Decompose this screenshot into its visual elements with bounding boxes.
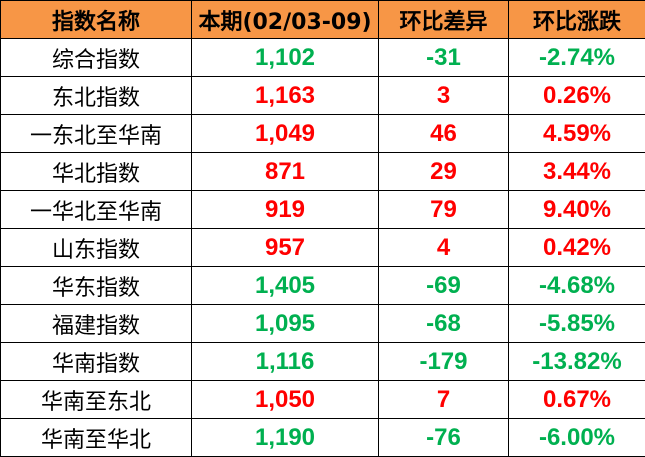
- row-name: 一东北至华南: [0, 114, 192, 153]
- row-current: 919: [191, 190, 379, 229]
- row-diff: 4: [378, 228, 509, 267]
- row-name: 福建指数: [0, 304, 192, 343]
- row-name: 华南至东北: [0, 380, 192, 419]
- row-diff: 7: [378, 380, 509, 419]
- table-row: 华东指数 1,405 -69 -4.68%: [0, 266, 645, 305]
- table-row: 一华北至华南 919 79 9.40%: [0, 190, 645, 229]
- row-diff: -179: [378, 342, 509, 381]
- table-row: 华南至华北 1,190 -76 -6.00%: [0, 418, 645, 457]
- row-name: 华东指数: [0, 266, 192, 305]
- header-pct: 环比涨跌: [508, 0, 645, 39]
- table-row: 福建指数 1,095 -68 -5.85%: [0, 304, 645, 343]
- row-pct: 9.40%: [508, 190, 645, 229]
- row-pct: -13.82%: [508, 342, 645, 381]
- row-name: 东北指数: [0, 76, 192, 115]
- row-current: 871: [191, 152, 379, 191]
- row-diff: 79: [378, 190, 509, 229]
- row-diff: -31: [378, 38, 509, 77]
- row-pct: 4.59%: [508, 114, 645, 153]
- row-current: 1,049: [191, 114, 379, 153]
- row-current: 1,095: [191, 304, 379, 343]
- row-pct: 0.26%: [508, 76, 645, 115]
- table-row: 华南至东北 1,050 7 0.67%: [0, 380, 645, 419]
- row-pct: 3.44%: [508, 152, 645, 191]
- row-pct: -6.00%: [508, 418, 645, 457]
- table-row: 山东指数 957 4 0.42%: [0, 228, 645, 267]
- row-current: 1,102: [191, 38, 379, 77]
- header-current: 本期(02/03-09): [191, 0, 379, 39]
- row-pct: 0.67%: [508, 380, 645, 419]
- row-name: 一华北至华南: [0, 190, 192, 229]
- row-name: 华南指数: [0, 342, 192, 381]
- row-current: 1,116: [191, 342, 379, 381]
- header-name: 指数名称: [0, 0, 192, 39]
- row-diff: 29: [378, 152, 509, 191]
- row-name: 山东指数: [0, 228, 192, 267]
- row-diff: 3: [378, 76, 509, 115]
- header-row: 指数名称 本期(02/03-09) 环比差异 环比涨跌: [0, 0, 645, 39]
- row-name: 华北指数: [0, 152, 192, 191]
- header-diff: 环比差异: [378, 0, 509, 39]
- table-row: 东北指数 1,163 3 0.26%: [0, 76, 645, 115]
- row-diff: -68: [378, 304, 509, 343]
- table-row: 综合指数 1,102 -31 -2.74%: [0, 38, 645, 77]
- row-current: 1,050: [191, 380, 379, 419]
- row-pct: -5.85%: [508, 304, 645, 343]
- row-diff: -76: [378, 418, 509, 457]
- row-current: 1,190: [191, 418, 379, 457]
- row-name: 综合指数: [0, 38, 192, 77]
- row-current: 1,163: [191, 76, 379, 115]
- row-current: 1,405: [191, 266, 379, 305]
- table-row: 华北指数 871 29 3.44%: [0, 152, 645, 191]
- row-diff: 46: [378, 114, 509, 153]
- table-row: 华南指数 1,116 -179 -13.82%: [0, 342, 645, 381]
- row-diff: -69: [378, 266, 509, 305]
- row-pct: -2.74%: [508, 38, 645, 77]
- row-name: 华南至华北: [0, 418, 192, 457]
- table-row: 一东北至华南 1,049 46 4.59%: [0, 114, 645, 153]
- row-current: 957: [191, 228, 379, 267]
- row-pct: -4.68%: [508, 266, 645, 305]
- row-pct: 0.42%: [508, 228, 645, 267]
